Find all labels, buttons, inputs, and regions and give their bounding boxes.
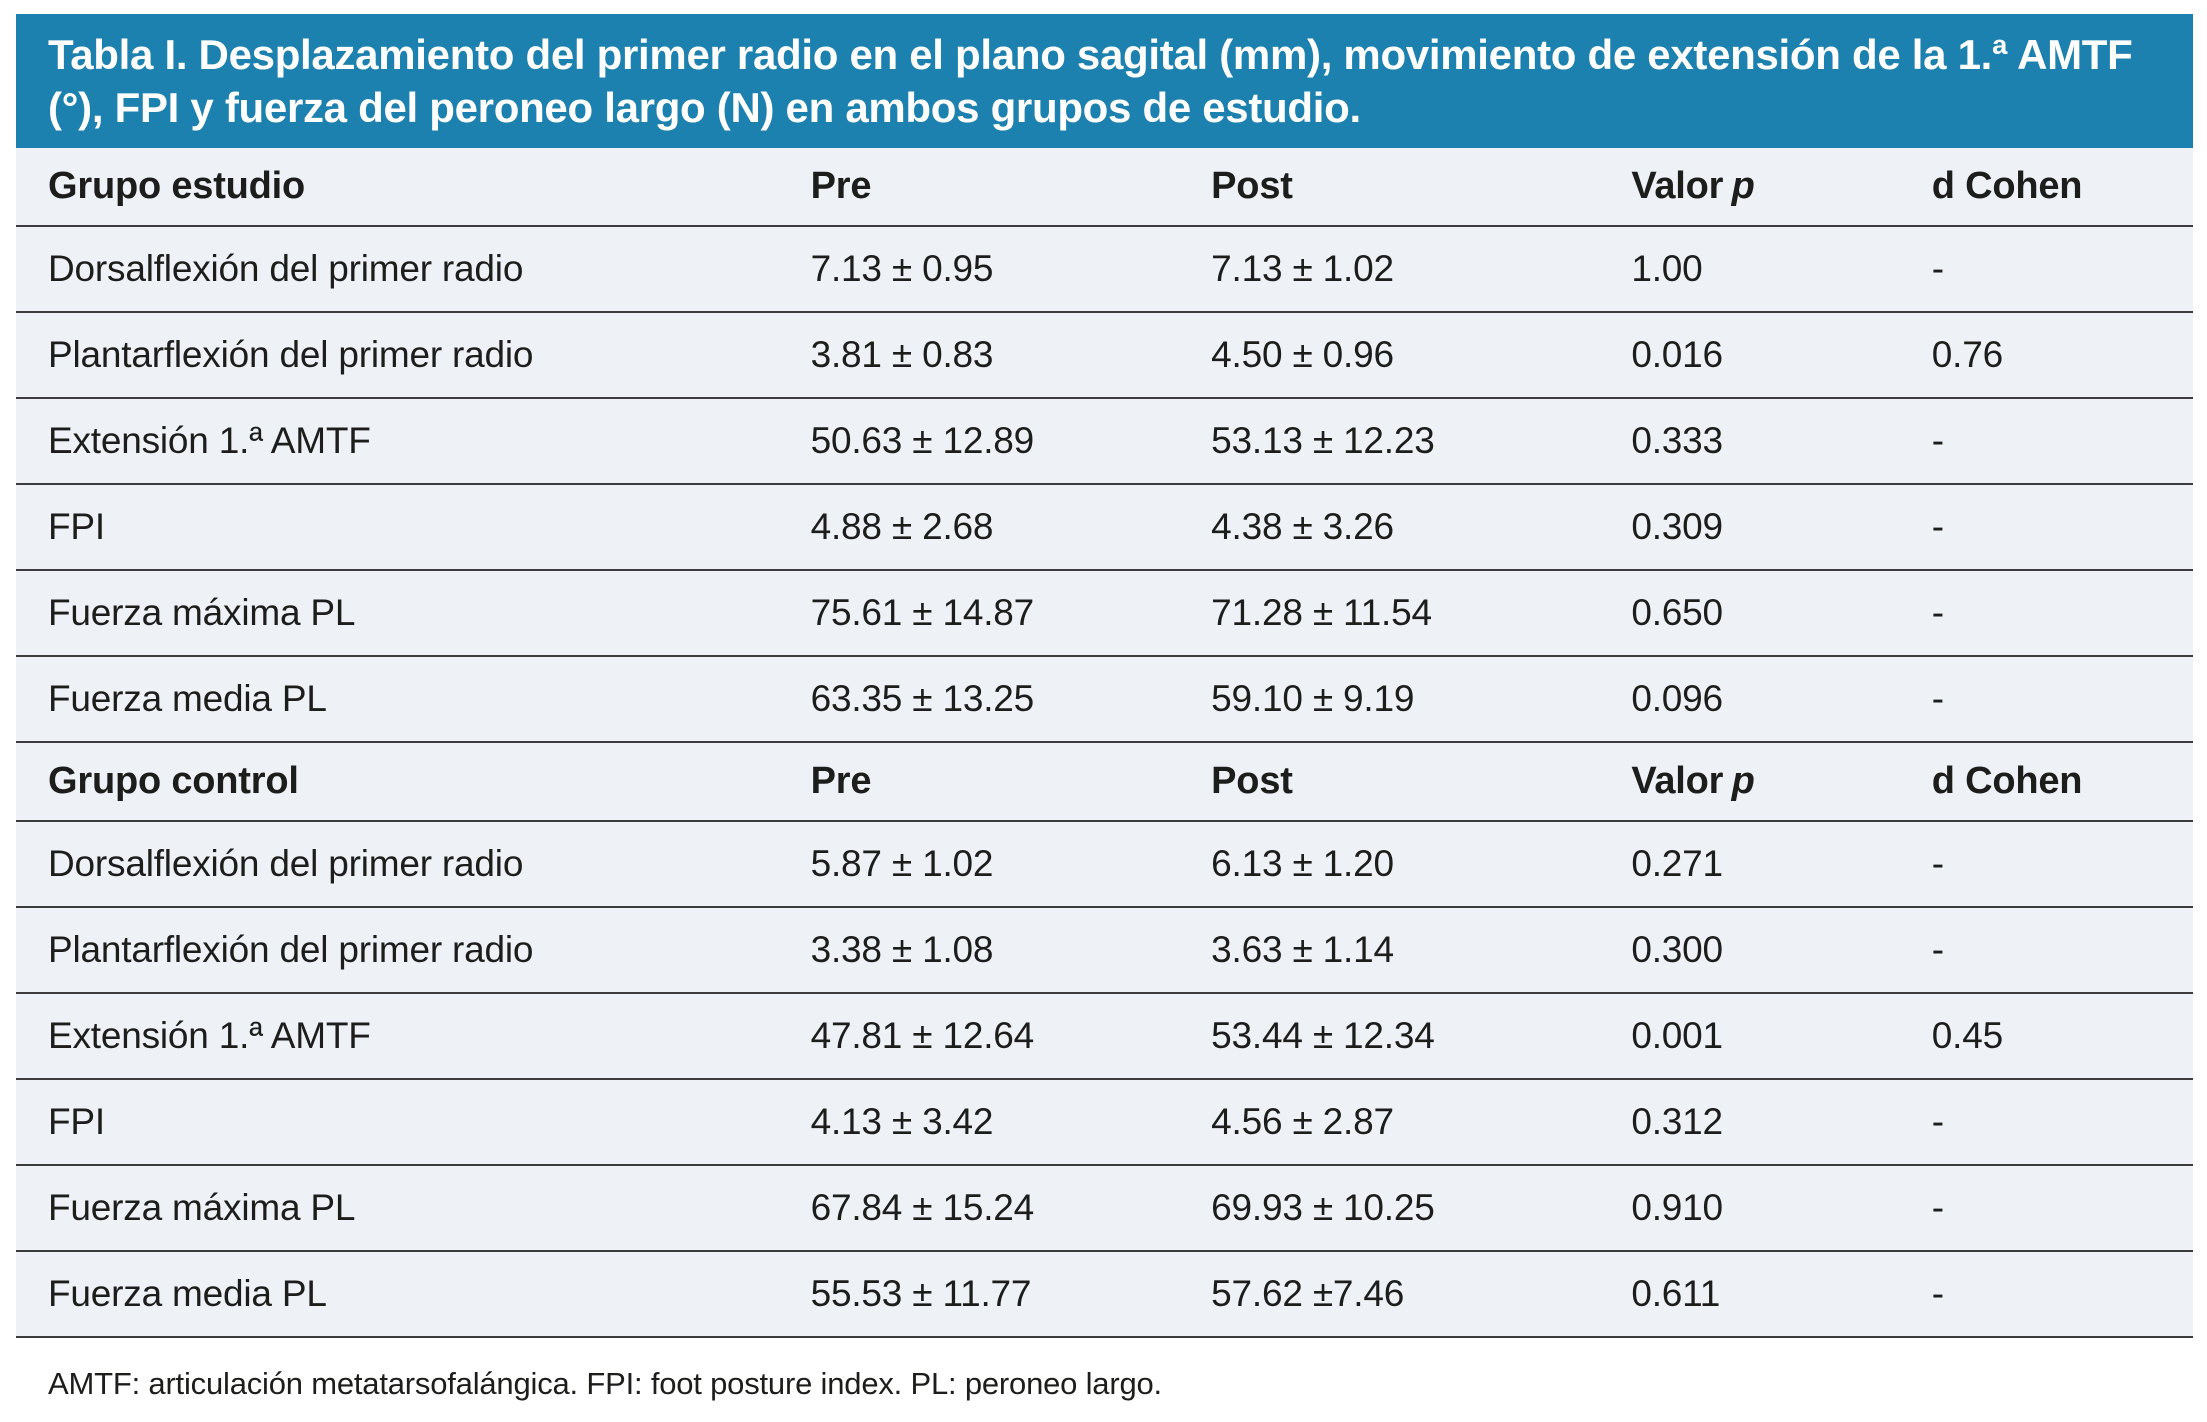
row-label: Fuerza media PL	[16, 1251, 811, 1338]
pre-value: 7.13 ± 0.95	[810, 226, 1212, 313]
d-cohen-value: -	[1931, 398, 2193, 485]
table-row: FPI 4.88 ± 2.68 4.38 ± 3.26 0.309 -	[16, 484, 2193, 571]
p-symbol: p	[1731, 760, 1755, 802]
table-row: FPI 4.13 ± 3.42 4.56 ± 2.87 0.312 -	[16, 1079, 2193, 1166]
row-label: Plantarflexión del primer radio	[16, 907, 811, 994]
p-value: 0.300	[1631, 907, 1932, 994]
post-value: 57.62 ±7.46	[1211, 1251, 1632, 1338]
column-header-post: Post	[1211, 148, 1632, 227]
column-header-pre: Pre	[810, 148, 1212, 227]
p-value: 0.910	[1631, 1165, 1932, 1252]
row-label: FPI	[16, 484, 811, 571]
post-value: 4.38 ± 3.26	[1211, 484, 1632, 571]
table-title: Tabla I. Desplazamiento del primer radio…	[16, 14, 2193, 148]
post-value: 59.10 ± 9.19	[1211, 656, 1632, 743]
column-header-d-cohen: d Cohen	[1931, 148, 2193, 227]
table-row: Extensión 1.ª AMTF 50.63 ± 12.89 53.13 ±…	[16, 398, 2193, 485]
post-value: 53.13 ± 12.23	[1211, 398, 1632, 485]
column-header-d-cohen: d Cohen	[1931, 742, 2193, 822]
post-value: 3.63 ± 1.14	[1211, 907, 1632, 994]
p-value: 0.312	[1631, 1079, 1932, 1166]
d-cohen-value: -	[1931, 656, 2193, 743]
row-label: Dorsalflexión del primer radio	[16, 226, 811, 313]
p-value: 0.611	[1631, 1251, 1932, 1338]
d-cohen-value: -	[1931, 226, 2193, 313]
pre-value: 63.35 ± 13.25	[810, 656, 1212, 743]
column-header-post: Post	[1211, 742, 1632, 822]
table-row: Fuerza media PL 55.53 ± 11.77 57.62 ±7.4…	[16, 1251, 2193, 1338]
table-row: Extensión 1.ª AMTF 47.81 ± 12.64 53.44 ±…	[16, 993, 2193, 1080]
d-cohen-value: -	[1931, 484, 2193, 571]
p-value: 1.00	[1631, 226, 1932, 313]
results-table: Grupo estudio Pre Post Valor p d Cohen Do…	[16, 148, 2193, 1338]
valor-label: Valor	[1631, 760, 1724, 802]
row-label: Extensión 1.ª AMTF	[16, 993, 811, 1080]
table-row: Plantarflexión del primer radio 3.38 ± 1…	[16, 907, 2193, 994]
p-value: 0.333	[1631, 398, 1932, 485]
post-value: 4.50 ± 0.96	[1211, 312, 1632, 399]
pre-value: 55.53 ± 11.77	[810, 1251, 1212, 1338]
pre-value: 4.88 ± 2.68	[810, 484, 1212, 571]
post-value: 4.56 ± 2.87	[1211, 1079, 1632, 1166]
post-value: 71.28 ± 11.54	[1211, 570, 1632, 657]
column-header-group: Grupo control	[16, 742, 811, 822]
d-cohen-value: -	[1931, 570, 2193, 657]
p-value: 0.309	[1631, 484, 1932, 571]
section-header-grupo-estudio: Grupo estudio Pre Post Valor p d Cohen	[16, 148, 2193, 227]
column-header-valor-p: Valor p	[1631, 148, 1932, 227]
pre-value: 75.61 ± 14.87	[810, 570, 1212, 657]
p-value: 0.016	[1631, 312, 1932, 399]
table-row: Fuerza máxima PL 75.61 ± 14.87 71.28 ± 1…	[16, 570, 2193, 657]
table-row: Fuerza máxima PL 67.84 ± 15.24 69.93 ± 1…	[16, 1165, 2193, 1252]
table-row: Dorsalflexión del primer radio 7.13 ± 0.…	[16, 226, 2193, 313]
post-value: 69.93 ± 10.25	[1211, 1165, 1632, 1252]
row-label: Fuerza media PL	[16, 656, 811, 743]
row-label: FPI	[16, 1079, 811, 1166]
d-cohen-value: -	[1931, 1165, 2193, 1252]
pre-value: 5.87 ± 1.02	[810, 821, 1212, 908]
post-value: 53.44 ± 12.34	[1211, 993, 1632, 1080]
p-symbol: p	[1731, 165, 1755, 207]
table-row: Fuerza media PL 63.35 ± 13.25 59.10 ± 9.…	[16, 656, 2193, 743]
column-header-valor-p: Valor p	[1631, 742, 1932, 822]
row-label: Plantarflexión del primer radio	[16, 312, 811, 399]
d-cohen-value: 0.45	[1931, 993, 2193, 1080]
valor-label: Valor	[1631, 165, 1724, 207]
table-footnote: AMTF: articulación metatarsofalángica. F…	[48, 1366, 1162, 1401]
section-header-grupo-control: Grupo control Pre Post Valor p d Cohen	[16, 742, 2193, 822]
pre-value: 3.81 ± 0.83	[810, 312, 1212, 399]
row-label: Fuerza máxima PL	[16, 570, 811, 657]
table-row: Plantarflexión del primer radio 3.81 ± 0…	[16, 312, 2193, 399]
row-label: Fuerza máxima PL	[16, 1165, 811, 1252]
pre-value: 4.13 ± 3.42	[810, 1079, 1212, 1166]
pre-value: 50.63 ± 12.89	[810, 398, 1212, 485]
d-cohen-value: -	[1931, 821, 2193, 908]
table-row: Dorsalflexión del primer radio 5.87 ± 1.…	[16, 821, 2193, 908]
post-value: 6.13 ± 1.20	[1211, 821, 1632, 908]
pre-value: 67.84 ± 15.24	[810, 1165, 1212, 1252]
pre-value: 3.38 ± 1.08	[810, 907, 1212, 994]
p-value: 0.271	[1631, 821, 1932, 908]
p-value: 0.650	[1631, 570, 1932, 657]
row-label: Extensión 1.ª AMTF	[16, 398, 811, 485]
post-value: 7.13 ± 1.02	[1211, 226, 1632, 313]
column-header-group: Grupo estudio	[16, 148, 811, 227]
d-cohen-value: -	[1931, 1251, 2193, 1338]
d-cohen-value: -	[1931, 907, 2193, 994]
pre-value: 47.81 ± 12.64	[810, 993, 1212, 1080]
p-value: 0.096	[1631, 656, 1932, 743]
p-value: 0.001	[1631, 993, 1932, 1080]
d-cohen-value: 0.76	[1931, 312, 2193, 399]
d-cohen-value: -	[1931, 1079, 2193, 1166]
row-label: Dorsalflexión del primer radio	[16, 821, 811, 908]
column-header-pre: Pre	[810, 742, 1212, 822]
